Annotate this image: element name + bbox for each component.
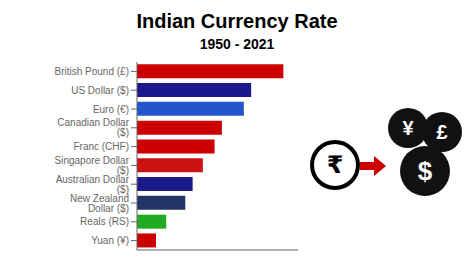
svg-text:Canadian Dollar($): Canadian Dollar($) bbox=[57, 117, 129, 138]
svg-text:US Dollar ($): US Dollar ($) bbox=[71, 85, 129, 96]
html-text:Indian Currency Rate: Indian Currency Rate bbox=[136, 10, 338, 32]
svg-text:British Pound (£): British Pound (£) bbox=[55, 66, 129, 77]
svg-text:New ZealandDollar ($): New ZealandDollar ($) bbox=[70, 193, 129, 214]
svg-text:Reals (RS): Reals (RS) bbox=[80, 216, 129, 227]
svg-text:Franc (CHF): Franc (CHF) bbox=[73, 141, 129, 152]
svg-text:Euro (€): Euro (€) bbox=[93, 104, 129, 115]
html-text:Singapore Dollar: Singapore Dollar bbox=[54, 155, 129, 166]
html-text:Australian Dollar: Australian Dollar bbox=[55, 173, 129, 185]
html-text:1950 - 2021: 1950 - 2021 bbox=[199, 36, 275, 52]
svg-text:Yuan (¥): Yuan (¥) bbox=[91, 235, 129, 246]
